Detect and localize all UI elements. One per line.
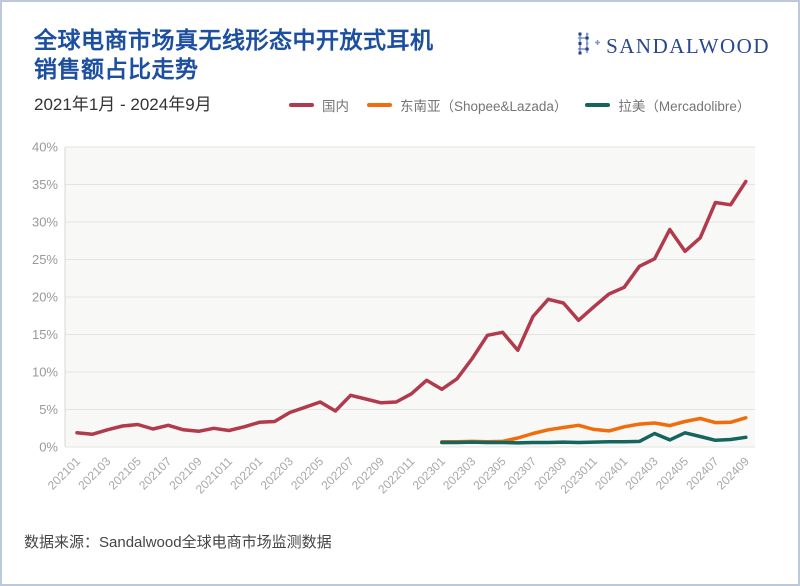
y-axis-label-5: 5%	[39, 402, 58, 417]
x-axis-label-202403: 202403	[623, 454, 661, 492]
legend-label-southeast-asia: 东南亚（Shopee&Lazada）	[400, 99, 568, 114]
y-axis-label-30: 30%	[32, 215, 58, 230]
y-axis-label-35: 35%	[32, 177, 58, 192]
legend-swatch-southeast-asia	[367, 102, 392, 108]
x-axis-label-202307: 202307	[501, 454, 539, 492]
series-line-0	[75, 179, 748, 437]
legend-swatch-latam	[585, 102, 611, 108]
legend-swatch-domestic	[289, 102, 314, 108]
x-axis-label-202305: 202305	[471, 454, 509, 492]
y-axis-label-0: 0%	[39, 440, 58, 455]
y-axis-label-20: 20%	[32, 290, 58, 305]
x-axis-label-202407: 202407	[683, 454, 721, 492]
x-axis-label-202207: 202207	[319, 454, 357, 492]
legend-label-domestic: 国内	[322, 99, 349, 114]
page-title: 全球电商市场真无线形态中开放式耳机 销售额占比走势	[34, 26, 434, 85]
legend-label-latam: 拉美（Mercadolibre）	[618, 99, 751, 114]
x-axis-label-202405: 202405	[653, 454, 691, 492]
x-axis-label-202103: 202103	[75, 454, 113, 492]
trend-line-chart: 0%5%10%15%20%25%30%35%40%202101202103202…	[32, 140, 755, 497]
x-axis-label-202203: 202203	[258, 454, 296, 492]
x-axis-label-202101: 202101	[45, 454, 83, 492]
y-axis-label-10: 10%	[32, 365, 58, 380]
legend-item-latam: 拉美（Mercadolibre）	[585, 95, 750, 115]
date-range-subtitle: 2021年1月 - 2024年9月	[34, 95, 212, 114]
legend-item-southeast-asia: 东南亚（Shopee&Lazada）	[367, 95, 567, 115]
title-line-1: 全球电商市场真无线形态中开放式耳机	[34, 27, 434, 53]
sandalwood-logo: SANDALWOOD	[575, 30, 770, 62]
y-axis-label-15: 15%	[32, 327, 58, 342]
x-axis-label-202301: 202301	[410, 454, 448, 492]
sandalwood-logo-icon	[575, 30, 601, 62]
x-axis-label-202409: 202409	[714, 454, 752, 492]
y-axis-label-40: 40%	[32, 140, 58, 155]
chart-legend: 国内 东南亚（Shopee&Lazada） 拉美（Mercadolibre）	[289, 95, 750, 115]
x-axis-label-202105: 202105	[106, 454, 144, 492]
x-axis-label-202303: 202303	[440, 454, 478, 492]
legend-item-domestic: 国内	[289, 95, 349, 115]
x-axis-label-202205: 202205	[288, 454, 326, 492]
x-axis-label-202401: 202401	[592, 454, 630, 492]
series-line-2	[440, 431, 748, 445]
x-axis-label-202107: 202107	[136, 454, 174, 492]
y-axis-label-25: 25%	[32, 252, 58, 267]
x-axis-label-202201: 202201	[227, 454, 265, 492]
sandalwood-logo-text: SANDALWOOD	[606, 33, 770, 58]
title-line-2: 销售额占比走势	[34, 56, 199, 83]
source-note: 数据来源：Sandalwood全球电商市场监测数据	[24, 534, 332, 551]
